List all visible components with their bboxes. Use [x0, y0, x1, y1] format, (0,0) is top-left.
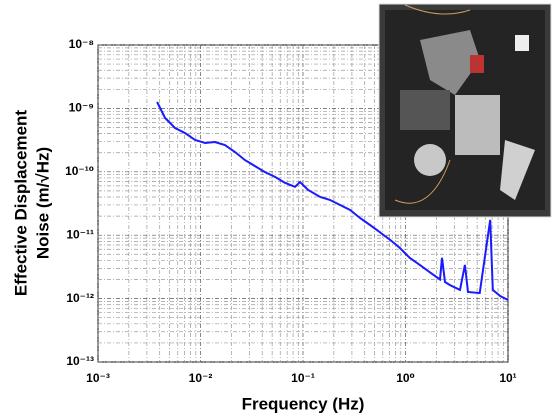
y-tick-label: 10⁻⁸: [69, 37, 94, 51]
photo-connector: [515, 35, 529, 51]
photo-knob: [414, 144, 446, 176]
x-tick-label: 10⁰: [396, 371, 415, 385]
noise-line: [156, 101, 509, 301]
photo-arm: [500, 140, 535, 200]
photo-mount: [420, 30, 480, 95]
y-tick-label: 10⁻¹²: [66, 291, 94, 305]
y-tick-label: 10⁻¹¹: [66, 227, 94, 241]
y-tick-label: 10⁻¹³: [66, 354, 94, 368]
grid: [97, 44, 509, 363]
x-tick-label: 10⁻²: [189, 371, 213, 385]
y-tick-label: 10⁻¹⁰: [65, 164, 94, 178]
x-axis-label: Frequency (Hz): [242, 394, 365, 413]
x-tick-label: 10⁻³: [86, 371, 110, 385]
y-axis-label: Noise (m/√Hz): [33, 147, 52, 259]
x-tick-label: 10¹: [499, 371, 516, 385]
photo-block: [455, 95, 500, 155]
y-tick-label: 10⁻⁹: [69, 101, 94, 115]
inset-photo: [378, 3, 552, 218]
photo-wire: [394, 4, 471, 204]
marks: [156, 101, 509, 301]
photo-part: [470, 55, 484, 73]
photo-stage: [400, 90, 450, 130]
y-axis-label: Effective Displacement: [11, 110, 30, 296]
x-tick-label: 10⁻¹: [291, 371, 315, 385]
